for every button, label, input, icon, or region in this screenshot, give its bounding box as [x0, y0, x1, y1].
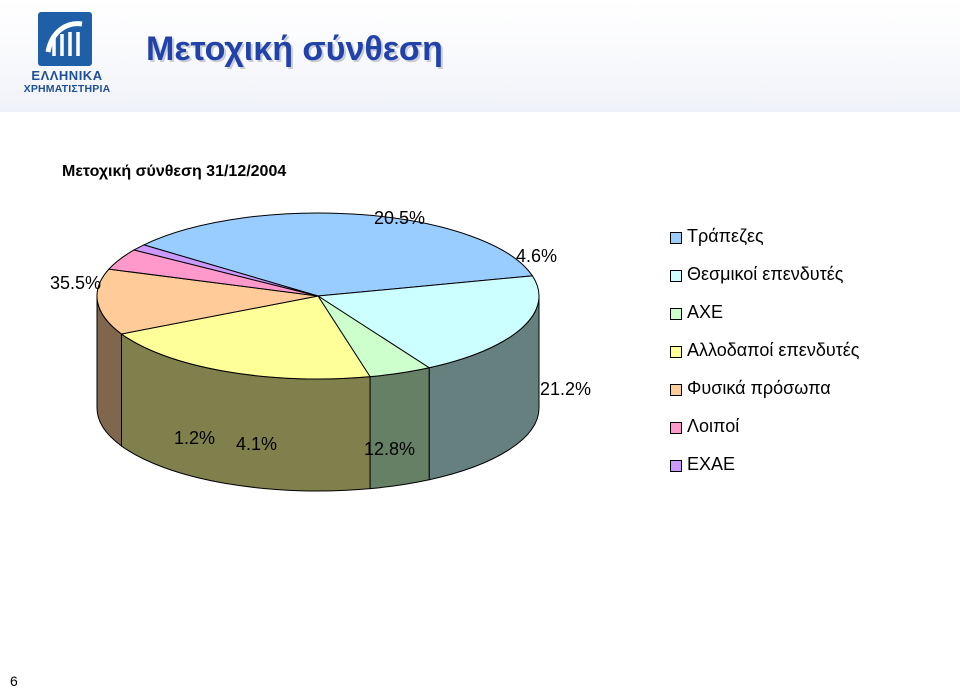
legend-swatch-7 — [670, 460, 682, 472]
legend-label-2: Θεσμικοί επενδυτές — [687, 264, 844, 284]
legend-swatch-4 — [670, 346, 682, 358]
slide-number: 6 — [10, 673, 18, 689]
logo-text-line1: ΕΛΛΗΝΙΚΑ — [31, 68, 103, 83]
pie-wall-3 — [369, 367, 430, 490]
data-label-3: 4.6% — [516, 246, 557, 266]
legend-label-1: Τράπεζες — [687, 226, 764, 246]
legend-swatch-2 — [670, 270, 682, 282]
legend-label-4: Αλλοδαποί επενδυτές — [687, 340, 860, 360]
legend-swatch-5 — [670, 384, 682, 396]
chart-title: Μετοχική σύνθεση 31/12/2004 — [62, 163, 287, 180]
data-label-6: 4.1% — [236, 434, 277, 454]
pie-slice-4 — [120, 295, 371, 380]
legend-label-3: ΑΧΕ — [687, 302, 724, 322]
exchange-logo: ΕΛΛΗΝΙΚΑ ΧΡΗΜΑΤΙΣΤΗΡΙΑ — [8, 12, 126, 96]
data-label-1: 35.5% — [50, 273, 101, 293]
logo-emblem-icon — [38, 12, 92, 66]
pie-data-labels: 35.5% 20.5% 4.6% 21.2% 12.8% 4.1% 1.2% — [50, 208, 591, 459]
pie-slice-1 — [142, 212, 534, 297]
data-label-4: 21.2% — [540, 379, 591, 399]
pie-top-faces — [96, 212, 540, 380]
legend-label-7: ΕΧΑΕ — [687, 454, 736, 474]
data-label-2: 20.5% — [374, 208, 425, 228]
page-title: Μετοχική σύνθεση — [146, 30, 443, 68]
pie-slice-7 — [132, 244, 319, 297]
header-band — [0, 0, 960, 112]
pie-slice-2 — [316, 275, 540, 369]
pie-slice-5 — [96, 268, 319, 335]
legend-swatch-6 — [670, 422, 682, 434]
logo-text-line2: ΧΡΗΜΑΤΙΣΤΗΡΙΑ — [23, 83, 111, 95]
data-label-7: 1.2% — [174, 428, 215, 448]
legend-swatch-3 — [670, 308, 682, 320]
legend-swatch-1 — [670, 232, 682, 244]
legend-label-5: Φυσικά πρόσωπα — [687, 378, 831, 398]
legend-label-6: Λοιποί — [687, 416, 740, 436]
data-label-5: 12.8% — [364, 439, 415, 459]
